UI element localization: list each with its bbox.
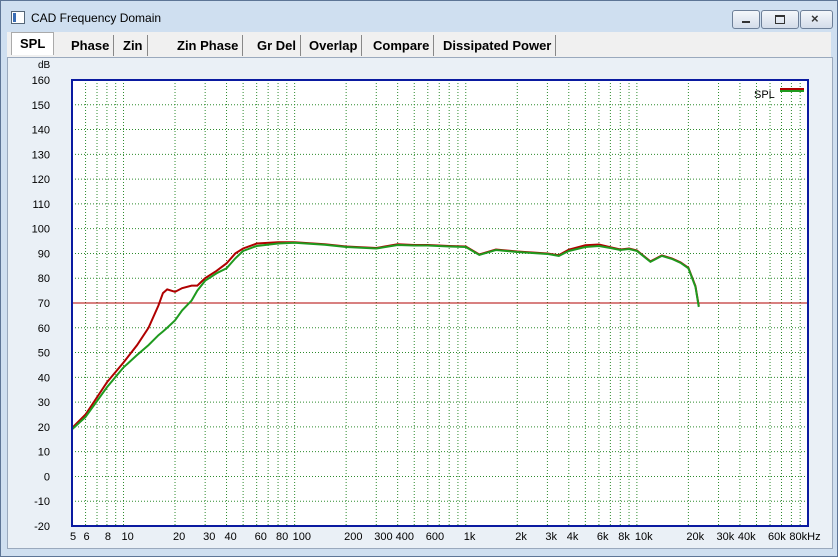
series-line <box>71 241 700 431</box>
x-tick-label: 10k <box>635 531 653 543</box>
x-tick-label: 60k <box>768 531 786 543</box>
y-tick-label: 30 <box>38 397 50 409</box>
y-tick-label: 100 <box>32 224 50 236</box>
title-bar: CAD Frequency Domain × <box>1 1 837 31</box>
chart: 5 6 8 10 20 30 40 60 80 100 200 300 400 600 1k 2k 3k 4k 6k… <box>32 60 821 543</box>
x-tick-label: 10 <box>122 531 134 543</box>
x-tick-label: 3k <box>545 531 557 543</box>
x-tick-label: 20 <box>173 531 185 543</box>
tab[interactable]: Gr Del <box>253 35 302 56</box>
x-tick-label: 6 <box>84 531 90 543</box>
y-tick-label: 120 <box>32 174 50 186</box>
legend-label: SPL <box>754 89 775 101</box>
y-tick-label: 0 <box>44 471 50 483</box>
x-tick-label: 2k <box>515 531 527 543</box>
tab[interactable]: Compare <box>369 35 435 56</box>
x-tick-label: 8k <box>618 531 630 543</box>
app-icon <box>11 11 25 24</box>
y-tick-label: 140 <box>32 125 50 137</box>
close-button[interactable]: × <box>800 10 833 29</box>
y-tick-label: 40 <box>38 372 50 384</box>
x-tick-label: 100 <box>293 531 311 543</box>
x-tick-label: 30 <box>203 531 215 543</box>
x-tick-label: 4k <box>567 531 579 543</box>
window-title: CAD Frequency Domain <box>31 11 162 25</box>
x-tick-label: 400 <box>396 531 414 543</box>
x-tick-label: 20k <box>686 531 704 543</box>
x-tick-label: 5 <box>70 531 76 543</box>
x-tick-label: 60 <box>255 531 267 543</box>
tab[interactable]: SPL <box>11 32 55 55</box>
x-tick-label: 300 <box>374 531 392 543</box>
x-tick-label: 80kHz <box>789 531 820 543</box>
y-tick-label: 90 <box>38 248 50 260</box>
y-tick-label: 60 <box>38 323 50 335</box>
x-tick-label: 30k <box>717 531 735 543</box>
x-tick-label: 6k <box>597 531 609 543</box>
tab[interactable]: Phase <box>67 35 115 56</box>
minimize-button[interactable] <box>732 10 760 29</box>
x-tick-label: 80 <box>276 531 288 543</box>
x-tick-label: 200 <box>344 531 362 543</box>
y-tick-label: 10 <box>38 447 50 459</box>
y-tick-label: 130 <box>32 149 50 161</box>
y-tick-label: -10 <box>34 496 50 508</box>
tab-strip: SPL Phase Zin Zin Phase Gr Del Overlap Compare… <box>7 32 831 57</box>
x-tick-label: 1k <box>464 531 476 543</box>
x-tick-label: 40k <box>738 531 756 543</box>
tab[interactable]: Zin <box>119 35 148 56</box>
y-axis-label: dB <box>38 60 51 71</box>
x-tick-label: 600 <box>426 531 444 543</box>
y-tick-label: 160 <box>32 75 50 87</box>
y-tick-label: 20 <box>38 422 50 434</box>
tab[interactable]: Zin Phase <box>173 35 244 56</box>
y-tick-label: 150 <box>32 100 50 112</box>
y-tick-label: 110 <box>32 199 50 211</box>
y-tick-label: 70 <box>38 298 50 310</box>
y-tick-label: 80 <box>38 273 50 285</box>
y-tick-label: 50 <box>38 348 50 360</box>
chart-panel: 5 6 8 10 20 30 40 60 80 100 200 300 400 600 1k 2k 3k 4k 6k… <box>7 57 833 549</box>
tab[interactable]: Overlap <box>305 35 363 56</box>
x-tick-label: 40 <box>225 531 237 543</box>
y-tick-label: -20 <box>34 521 50 533</box>
tab[interactable]: Dissipated Power <box>439 35 557 56</box>
plot-border <box>71 79 809 527</box>
x-tick-label: 8 <box>105 531 111 543</box>
maximize-button[interactable] <box>761 10 799 29</box>
